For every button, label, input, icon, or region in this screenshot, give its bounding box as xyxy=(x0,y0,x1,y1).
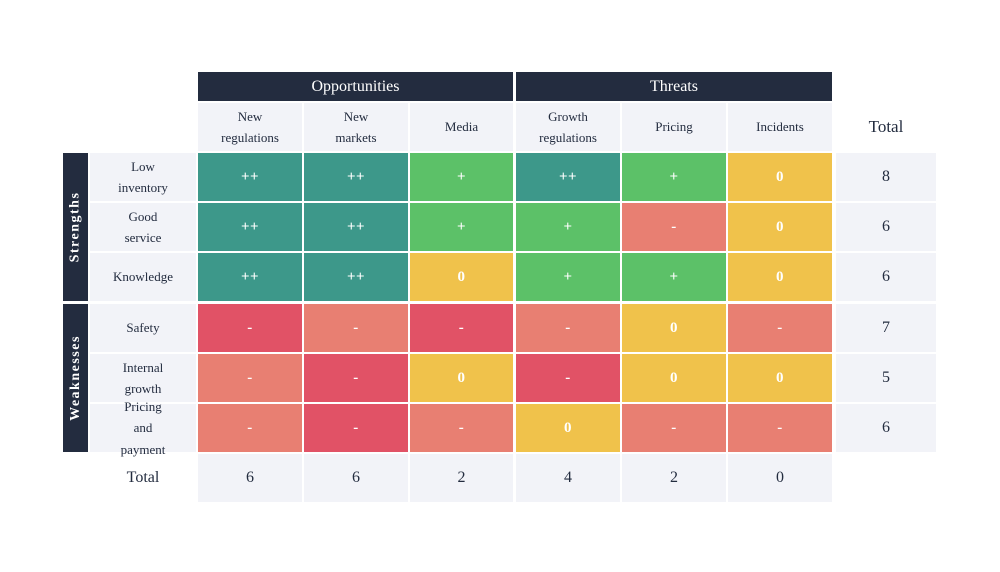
column-total-2: 2 xyxy=(410,454,513,502)
row-total-column-header: Total xyxy=(836,103,936,151)
opportunities-group-header: Opportunities xyxy=(198,72,513,101)
matrix-cell-0-2: + xyxy=(410,153,513,201)
row-label-0: Low inventory xyxy=(90,153,196,201)
matrix-cell-2-3: + xyxy=(516,253,620,301)
row-total-2: 6 xyxy=(836,253,936,301)
matrix-cell-5-0: - xyxy=(198,404,302,452)
matrix-cell-0-4: + xyxy=(622,153,726,201)
row-label-2: Knowledge xyxy=(90,253,196,301)
column-header-1: New markets xyxy=(304,103,408,151)
row-label-5: Pricing and payment xyxy=(90,399,196,457)
column-header-2: Media xyxy=(410,103,513,151)
matrix-cell-4-3: - xyxy=(516,354,620,402)
matrix-cell-2-1: ++ xyxy=(304,253,408,301)
row-total-4: 5 xyxy=(836,354,936,402)
row-total-5: 6 xyxy=(836,404,936,452)
matrix-cell-4-0: - xyxy=(198,354,302,402)
matrix-cell-2-5: 0 xyxy=(728,253,832,301)
row-total-column-header-label: Total xyxy=(868,117,904,136)
row-total-3: 7 xyxy=(836,304,936,352)
row-label-3: Safety xyxy=(90,304,196,352)
matrix-cell-5-5: - xyxy=(728,404,832,452)
matrix-cell-4-4: 0 xyxy=(622,354,726,402)
column-total-1: 6 xyxy=(304,454,408,502)
row-total-1: 6 xyxy=(836,203,936,251)
row-label-1: Good service xyxy=(90,203,196,251)
weaknesses-sidebar-label: Weaknesses xyxy=(67,335,83,421)
matrix-cell-4-2: 0 xyxy=(410,354,513,402)
threats-group-label: Threats xyxy=(650,77,698,95)
matrix-cell-2-2: 0 xyxy=(410,253,513,301)
strengths-sidebar: Strengths xyxy=(63,153,88,301)
row-total-0: 8 xyxy=(836,153,936,201)
matrix-cell-3-4: 0 xyxy=(622,304,726,352)
column-total-4: 2 xyxy=(622,454,726,502)
matrix-cell-2-0: ++ xyxy=(198,253,302,301)
strengths-sidebar-label: Strengths xyxy=(67,191,83,263)
opportunities-group-label: Opportunities xyxy=(311,77,400,95)
matrix-cell-5-4: - xyxy=(622,404,726,452)
matrix-cell-3-1: - xyxy=(304,304,408,352)
matrix-cell-1-2: + xyxy=(410,203,513,251)
matrix-cell-0-5: 0 xyxy=(728,153,832,201)
column-header-4: Pricing xyxy=(622,103,726,151)
column-header-5: Incidents xyxy=(728,103,832,151)
matrix-cell-1-3: + xyxy=(516,203,620,251)
matrix-cell-5-3: 0 xyxy=(516,404,620,452)
matrix-cell-1-1: ++ xyxy=(304,203,408,251)
column-header-0: New regulations xyxy=(198,103,302,151)
matrix-cell-3-0: - xyxy=(198,304,302,352)
column-header-3: Growth regulations xyxy=(516,103,620,151)
matrix-cell-4-1: - xyxy=(304,354,408,402)
matrix-cell-3-5: - xyxy=(728,304,832,352)
matrix-cell-0-0: ++ xyxy=(198,153,302,201)
matrix-cell-2-4: + xyxy=(622,253,726,301)
column-totals-row-header: Total xyxy=(90,454,196,502)
matrix-cell-3-3: - xyxy=(516,304,620,352)
matrix-cell-1-4: - xyxy=(622,203,726,251)
matrix-cell-3-2: - xyxy=(410,304,513,352)
column-total-3: 4 xyxy=(516,454,620,502)
matrix-grid: Opportunities Threats Total Strengths We… xyxy=(63,72,936,502)
column-total-0: 6 xyxy=(198,454,302,502)
matrix-cell-4-5: 0 xyxy=(728,354,832,402)
matrix-cell-1-5: 0 xyxy=(728,203,832,251)
matrix-cell-0-3: ++ xyxy=(516,153,620,201)
threats-group-header: Threats xyxy=(516,72,832,101)
matrix-cell-5-2: - xyxy=(410,404,513,452)
matrix-cell-5-1: - xyxy=(304,404,408,452)
row-label-4: Internal growth xyxy=(90,354,196,402)
matrix-cell-1-0: ++ xyxy=(198,203,302,251)
matrix-cell-0-1: ++ xyxy=(304,153,408,201)
weaknesses-sidebar: Weaknesses xyxy=(63,304,88,452)
column-total-5: 0 xyxy=(728,454,832,502)
column-totals-row-header-label: Total xyxy=(126,469,160,486)
